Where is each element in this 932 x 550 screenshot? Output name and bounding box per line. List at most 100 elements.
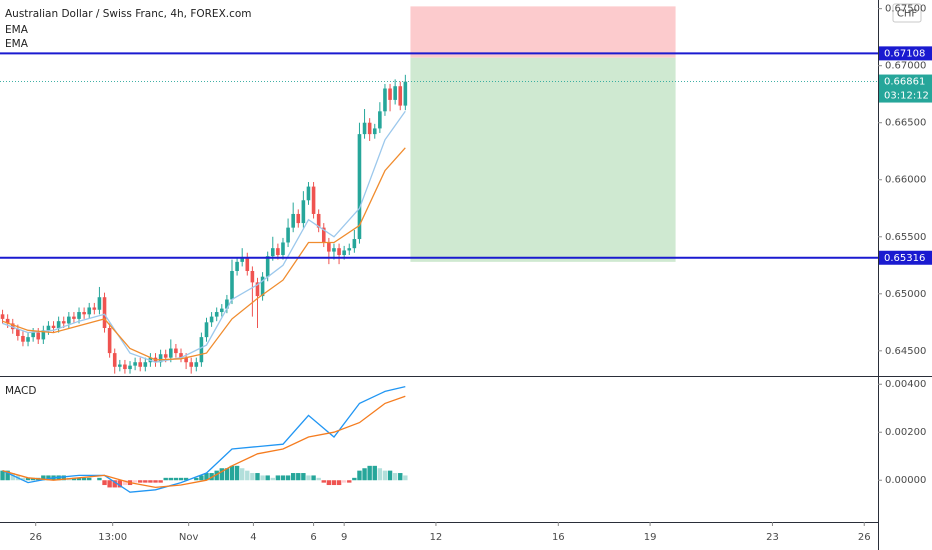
candle-body [46,325,51,331]
candle-body [36,332,41,340]
histogram-bar [362,468,367,481]
candle-body [5,318,10,324]
x-tick-label: 26 [858,532,871,543]
symbol-title: Australian Dollar / Swiss Franc, 4h, FOR… [5,8,252,20]
candle-body [281,242,285,256]
histogram-bar [97,477,102,481]
histogram-bar [41,475,46,481]
histogram-bar [316,477,321,481]
histogram-bar [341,480,347,483]
candle-body [398,86,403,106]
histogram-bar [102,480,107,486]
candle-body [138,362,143,367]
histogram-bar [87,477,92,481]
candle-body [255,282,260,297]
candle-body [347,248,352,251]
candle-body [332,248,336,252]
x-tick-label: 19 [644,532,657,543]
candle-body [367,122,372,135]
histogram-bar [219,468,224,481]
candle-body [240,257,244,262]
candle-body [362,122,367,135]
histogram-bar [403,475,408,481]
histogram-bar [10,473,15,481]
candle-body [16,329,20,336]
x-tick-label: 4 [250,532,256,543]
histogram-bar [224,468,230,481]
histogram-bar [301,473,306,481]
histogram-bar [296,473,301,481]
indicator-label: MACD [5,385,36,397]
candle-body [184,357,188,363]
candle-body [61,321,66,324]
x-tick-label: Nov [179,532,199,543]
histogram-bar [331,480,337,486]
indicator-line [2,385,406,493]
candle-body [388,88,392,100]
histogram-bar [260,475,265,481]
indicator-line [2,147,406,361]
candle-body [174,348,178,354]
histogram-bar [168,477,174,481]
candle-body [393,86,397,100]
histogram-bar [367,465,372,481]
histogram-bar [132,480,138,483]
histogram-bar [372,465,377,481]
candle-body [82,312,86,315]
candle-body [158,354,163,363]
candle-body [230,270,234,300]
histogram-bar [285,475,291,481]
indicator-label: EMA [5,38,29,50]
candle-body [87,307,92,315]
histogram-bar [61,475,66,481]
histogram-bar [336,480,342,486]
candle-body [123,364,127,370]
candle-body [21,335,25,342]
candle-body [225,299,229,309]
target-zone [410,57,676,262]
currency-button-label[interactable]: CHF [897,9,918,20]
candle-body [219,308,224,313]
x-tick-label: 26 [29,532,42,543]
histogram-bar [306,475,311,481]
candle-body [291,213,295,228]
candle-body [357,134,362,240]
histogram-bar [112,480,117,488]
histogram-bar [398,473,403,481]
histogram-bar [178,477,184,481]
candle-body [179,353,183,358]
histogram-bar [107,480,112,488]
y-tick-label: 0.65000 [885,289,926,300]
histogram-bar [158,480,163,483]
histogram-bar [143,480,148,483]
candle-body [26,337,30,342]
histogram-bar [20,477,26,481]
histogram-bar [122,480,128,486]
histogram-bar [280,475,286,481]
y-tick-label: 0.00400 [885,379,926,390]
candle-body [260,276,265,297]
histogram-bar [30,477,36,481]
histogram-bar [234,465,240,481]
y-tick-label: 0.00000 [885,475,926,486]
candle-body [112,353,117,367]
candle-body [118,364,122,367]
candle-body [128,365,132,370]
histogram-bar [245,470,250,481]
candle-body [72,316,76,319]
candle-body [0,314,5,319]
histogram-bar [229,465,235,481]
histogram-bar [290,473,296,481]
candle-body [342,250,346,256]
candle-body [250,270,255,283]
candle-body [31,332,35,338]
candle-body [107,328,112,354]
currency-button-box[interactable] [892,3,922,23]
candle-body [102,297,107,329]
candle-body [306,186,311,201]
histogram-bar [214,470,219,481]
y-tick-label: 0.67500 [885,4,926,15]
currency-button[interactable]: CHF [892,3,922,23]
histogram-bar [239,468,245,481]
